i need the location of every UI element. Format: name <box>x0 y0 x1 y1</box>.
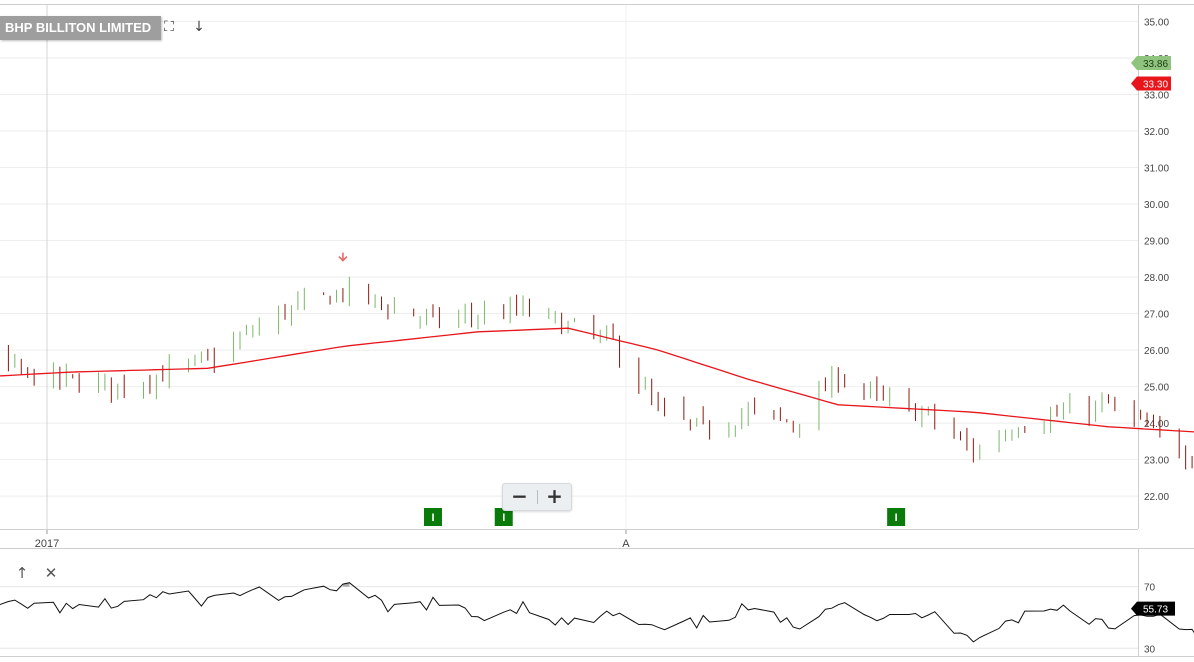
price-tick-label: 22.00 <box>1144 492 1169 503</box>
price-tick-label: 32.00 <box>1144 127 1169 138</box>
fullscreen-icon[interactable]: ⛶ <box>164 19 174 35</box>
zoom-in-button[interactable]: + <box>546 484 563 508</box>
price-tick-label: 28.00 <box>1144 273 1169 284</box>
price-tick-label: 33.00 <box>1144 90 1169 101</box>
moving-average-tag: 33.30 <box>1143 80 1168 91</box>
moving-average-tag-shape <box>1131 76 1171 91</box>
price-tick-label: 31.00 <box>1144 163 1169 174</box>
rsi-tick-label: 30 <box>1144 644 1156 655</box>
ticker-badge[interactable]: BHP BILLITON LIMITED <box>0 16 162 40</box>
rsi-indicator: 70 30 55.73 <box>0 582 1194 655</box>
marker-label: I <box>431 512 434 524</box>
date-tick-label: 2017 <box>35 538 59 550</box>
last-price-tag-shape <box>1131 56 1171 71</box>
rsi-tick-label: 70 <box>1144 583 1156 594</box>
zoom-control: − + <box>502 483 572 511</box>
price-axis-labels: 22.00 23.00 24.00 25.00 26.00 27.00 28.00 29.00… <box>1144 17 1169 503</box>
price-tick-label: 23.00 <box>1144 456 1169 467</box>
insider-marker <box>494 508 513 526</box>
price-tick-label: 35.00 <box>1144 17 1169 28</box>
marker-label: I <box>895 512 898 524</box>
price-tick-label: 24.00 <box>1144 419 1169 430</box>
down-arrow-icon[interactable]: ↓ <box>193 19 205 35</box>
insider-marker <box>887 508 906 526</box>
moving-average-path <box>0 327 1194 433</box>
sell-arrow-icon <box>338 252 348 262</box>
moving-average-line <box>0 327 1194 433</box>
price-tick-label: 29.00 <box>1144 237 1169 248</box>
date-tick-label: A <box>622 538 630 550</box>
rsi-value-tag-shape <box>1131 601 1175 616</box>
price-tick-label: 27.00 <box>1144 310 1169 321</box>
rsi-line <box>0 582 1194 643</box>
rsi-value-tag: 55.73 <box>1143 605 1168 616</box>
up-arrow-icon[interactable]: ↑ <box>15 564 29 582</box>
date-axis-labels: 2017AJO2018AJO <box>35 538 631 550</box>
rsi-overbought-fill <box>342 582 350 587</box>
price-tick-label: 26.00 <box>1144 346 1169 357</box>
zoom-separator <box>537 490 538 504</box>
ohlc-bars <box>7 276 1193 470</box>
price-tick-label: 30.00 <box>1144 200 1169 211</box>
close-icon[interactable]: ✕ <box>44 564 58 582</box>
insider-marker <box>423 508 442 526</box>
zoom-out-button[interactable]: − <box>511 484 528 508</box>
marker-label: I <box>502 512 505 524</box>
price-tags: 33.86 33.30 <box>1131 56 1171 91</box>
last-price-tag: 33.86 <box>1143 59 1168 70</box>
price-tick-label: 25.00 <box>1144 383 1169 394</box>
signal-arrows <box>338 252 1194 495</box>
event-markers: IIIPPPIPIPPPP <box>423 508 906 526</box>
